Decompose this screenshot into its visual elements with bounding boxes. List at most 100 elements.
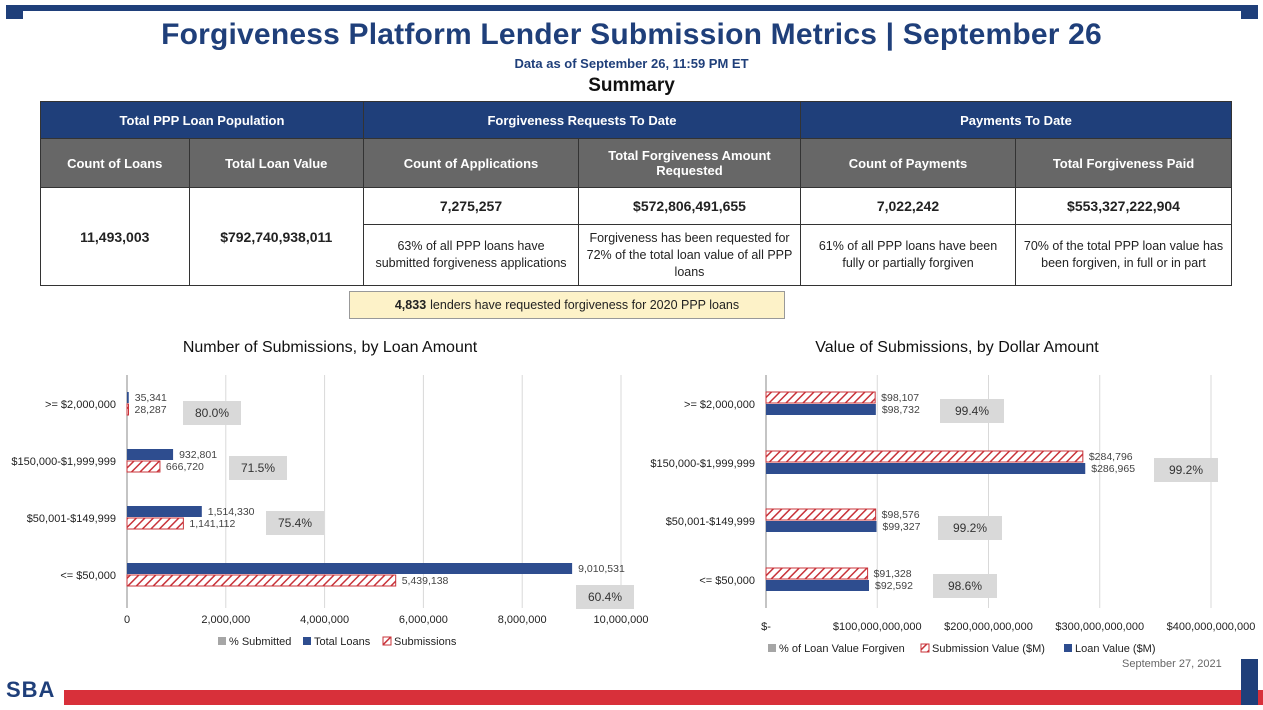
left-data-label-total-loans: 1,514,330 — [208, 506, 255, 518]
requested-note: Forgiveness has been requested for 72% o… — [578, 224, 801, 286]
right-chart-title: Value of Submissions, by Dollar Amount — [815, 339, 1099, 356]
left-percent-box — [183, 401, 241, 425]
right-x-tick-label: $300,000,000,000 — [1055, 621, 1144, 633]
left-percent-label: 80.0% — [195, 406, 229, 420]
group-header-loan-population: Total PPP Loan Population — [40, 101, 364, 139]
right-category-label: <= $50,000 — [699, 575, 755, 587]
col-header-forgiveness-paid: Total Forgiveness Paid — [1015, 138, 1232, 188]
left-legend-label: Total Loans — [314, 636, 371, 648]
right-bar-submission-value-m — [765, 391, 876, 404]
left-bar-submissions — [126, 517, 184, 530]
left-bar-submissions — [126, 403, 129, 416]
left-legend-swatch — [382, 636, 392, 646]
right-legend-swatch — [1064, 644, 1072, 652]
col-header-total-loan-value: Total Loan Value — [188, 138, 365, 188]
left-legend-label: % Submitted — [229, 636, 291, 648]
right-category-label: $150,000-$1,999,999 — [650, 458, 755, 470]
forgiveness-paid-value: $553,327,222,904 — [1015, 187, 1232, 225]
payments-note: 61% of all PPP loans have been fully or … — [800, 224, 1016, 286]
applications-note: 63% of all PPP loans have submitted forg… — [363, 224, 579, 286]
left-category-label: $150,000-$1,999,999 — [11, 456, 116, 468]
right-data-label-submission-value-m: $91,328 — [874, 568, 912, 580]
left-bar-submissions — [126, 574, 397, 587]
lenders-count: 4,833 — [394, 298, 427, 312]
summary-group-header-row: Total PPP Loan Population Forgiveness Re… — [40, 101, 1232, 139]
right-x-tick-label: $200,000,000,000 — [944, 621, 1033, 633]
footer-date: September 27, 2021 — [1122, 658, 1222, 670]
right-percent-box — [1154, 458, 1218, 482]
left-category-label: >= $2,000,000 — [45, 399, 116, 411]
bottom-red-bar — [64, 690, 1263, 705]
summary-notes-row: 63% of all PPP loans have submitted forg… — [41, 224, 1232, 286]
left-percent-label: 75.4% — [278, 516, 312, 530]
left-bar-total-loans — [127, 506, 202, 517]
right-data-label-loan-value-m: $99,327 — [883, 521, 921, 533]
summary-values-row: 11,493,003 $792,740,938,011 7,275,257 $5… — [40, 187, 1232, 286]
left-legend-swatch — [303, 637, 311, 645]
right-data-label-submission-value-m: $284,796 — [1089, 451, 1133, 463]
left-bar-submissions — [126, 460, 161, 473]
left-data-label-submissions: 5,439,138 — [402, 575, 449, 587]
left-x-tick-label: 0 — [124, 614, 130, 626]
top-banner-bar — [6, 5, 1258, 19]
right-bar-submission-value-m — [765, 567, 869, 580]
right-percent-label: 98.6% — [948, 579, 982, 593]
left-data-label-submissions: 28,287 — [135, 404, 167, 416]
right-category-label: >= $2,000,000 — [684, 399, 755, 411]
right-bar-submission-value-m — [765, 508, 877, 521]
right-percent-label: 99.2% — [953, 521, 987, 535]
sba-logo: SBA — [6, 677, 56, 702]
col-header-count-of-applications: Count of Applications — [363, 138, 579, 188]
right-x-tick-label: $100,000,000,000 — [833, 621, 922, 633]
page-title: Forgiveness Platform Lender Submission M… — [161, 18, 1102, 51]
left-legend-label: Submissions — [394, 636, 457, 648]
left-percent-box — [229, 456, 287, 480]
right-percent-box — [940, 399, 1004, 423]
right-legend-label: Loan Value ($M) — [1075, 643, 1156, 655]
left-category-label: <= $50,000 — [60, 570, 116, 582]
left-chart-title: Number of Submissions, by Loan Amount — [182, 339, 478, 356]
left-x-tick-label: 2,000,000 — [201, 614, 250, 626]
right-data-label-loan-value-m: $98,732 — [882, 404, 920, 416]
count-of-loans-value: 11,493,003 — [40, 187, 190, 286]
left-percent-box — [266, 511, 324, 535]
right-x-tick-label: $400,000,000,000 — [1167, 621, 1256, 633]
right-percent-label: 99.2% — [1169, 463, 1203, 477]
right-bar-loan-value-m — [766, 404, 876, 415]
right-bar-loan-value-m — [766, 521, 877, 532]
left-data-label-total-loans: 9,010,531 — [578, 563, 625, 575]
group-header-forgiveness-requests: Forgiveness Requests To Date — [363, 101, 801, 139]
left-percent-label: 60.4% — [588, 590, 622, 604]
paid-note: 70% of the total PPP loan value has been… — [1015, 224, 1232, 286]
right-bar-loan-value-m — [766, 463, 1086, 474]
left-x-tick-label: 10,000,000 — [593, 614, 648, 626]
right-bar-loan-value-m — [766, 580, 870, 591]
count-of-applications-value: 7,275,257 — [363, 187, 579, 225]
left-bar-total-loans — [127, 563, 573, 574]
right-data-label-loan-value-m: $92,592 — [875, 580, 913, 592]
right-x-tick-label: $- — [761, 621, 771, 633]
bottom-right-blue-bar — [1241, 659, 1258, 705]
right-percent-box — [938, 516, 1002, 540]
right-data-label-submission-value-m: $98,107 — [881, 392, 919, 404]
right-legend-label: Submission Value ($M) — [932, 643, 1045, 655]
summary-table: Total PPP Loan Population Forgiveness Re… — [40, 101, 1232, 286]
total-loan-value: $792,740,938,011 — [188, 187, 365, 286]
left-category-label: $50,001-$149,999 — [27, 513, 116, 525]
right-data-label-submission-value-m: $98,576 — [882, 509, 920, 521]
forgiveness-requested-value: $572,806,491,655 — [578, 187, 801, 225]
left-bar-total-loans — [127, 449, 174, 460]
summary-column-header-row: Count of Loans Total Loan Value Count of… — [40, 138, 1232, 188]
right-category-label: $50,001-$149,999 — [666, 516, 755, 528]
right-percent-label: 99.4% — [955, 404, 989, 418]
left-data-label-total-loans: 35,341 — [135, 392, 167, 404]
right-legend-swatch — [768, 644, 776, 652]
right-bar-submission-value-m — [765, 450, 1084, 463]
lenders-text: lenders have requested forgiveness for 2… — [430, 298, 740, 312]
page-subtitle: Data as of September 26, 11:59 PM ET — [514, 56, 749, 71]
col-header-forgiveness-requested: Total Forgiveness Amount Requested — [578, 138, 801, 188]
right-percent-box — [933, 574, 997, 598]
right-data-label-loan-value-m: $286,965 — [1091, 463, 1135, 475]
lenders-callout: 4,833 lenders have requested forgiveness… — [349, 291, 785, 319]
